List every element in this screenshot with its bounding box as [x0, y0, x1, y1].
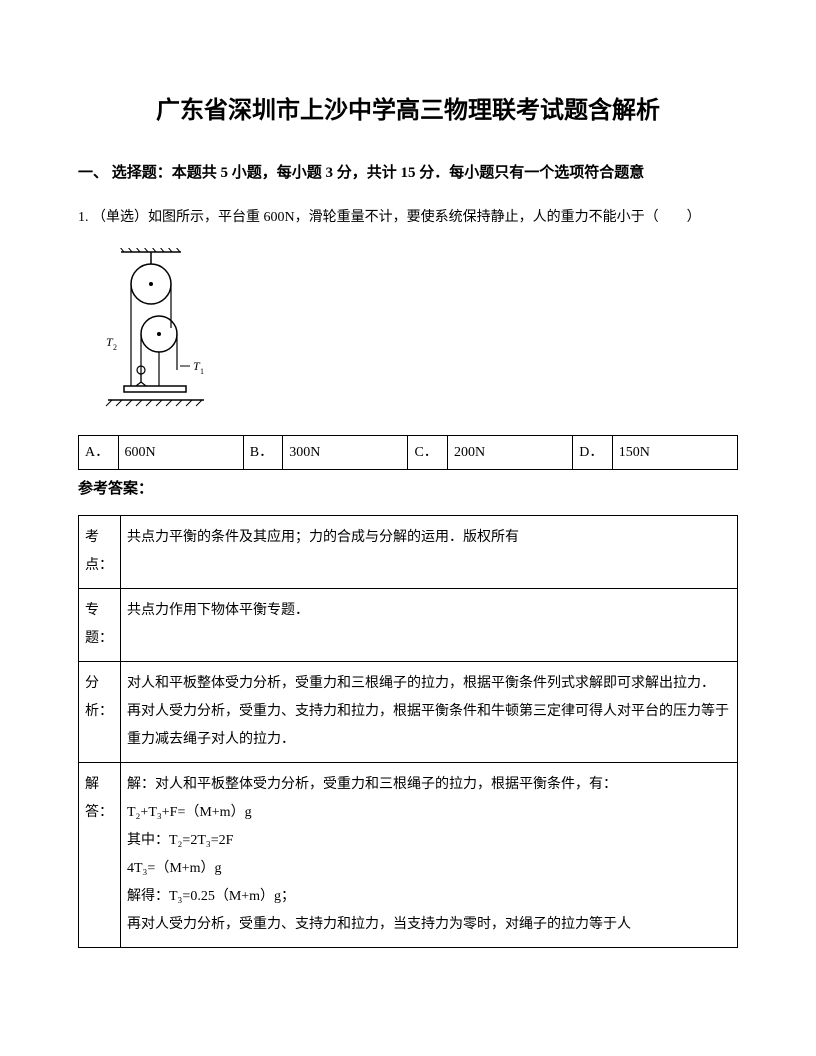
option-b-label: B． [243, 436, 283, 470]
option-c-value: 200N [448, 436, 573, 470]
pulley-diagram: T 1 T 2 [86, 248, 738, 417]
analysis-line: 再对人受力分析，受重力、支持力和拉力，根据平衡条件和牛顿第三定律可得人对平台的压… [127, 698, 731, 754]
option-b-value: 300N [283, 436, 408, 470]
analysis-label: 分析： [79, 662, 121, 763]
analysis-content: 共点力作用下物体平衡专题． [121, 589, 738, 662]
analysis-line: 再对人受力分析，受重力、支持力和拉力，当支持力为零时，对绳子的拉力等于人 [127, 911, 731, 939]
reference-answer-label: 参考答案： [78, 476, 738, 503]
table-row: 考点： 共点力平衡的条件及其应用；力的合成与分解的运用．版权所有 [79, 516, 738, 589]
analysis-line: 对人和平板整体受力分析，受重力和三根绳子的拉力，根据平衡条件列式求解即可求解出拉… [127, 670, 731, 698]
analysis-label: 解答： [79, 763, 121, 948]
page-title: 广东省深圳市上沙中学高三物理联考试题含解析 [78, 90, 738, 133]
option-d-value: 150N [612, 436, 737, 470]
analysis-content: 解：对人和平板整体受力分析，受重力和三根绳子的拉力，根据平衡条件，有： T₂+T… [121, 763, 738, 948]
table-row: 专题： 共点力作用下物体平衡专题． [79, 589, 738, 662]
analysis-line: T₂+T₃+F=（M+m）g [127, 799, 731, 827]
question-number: 1. [78, 210, 89, 225]
table-row: 分析： 对人和平板整体受力分析，受重力和三根绳子的拉力，根据平衡条件列式求解即可… [79, 662, 738, 763]
analysis-content: 对人和平板整体受力分析，受重力和三根绳子的拉力，根据平衡条件列式求解即可求解出拉… [121, 662, 738, 763]
analysis-table: 考点： 共点力平衡的条件及其应用；力的合成与分解的运用．版权所有 专题： 共点力… [78, 515, 738, 948]
analysis-content: 共点力平衡的条件及其应用；力的合成与分解的运用．版权所有 [121, 516, 738, 589]
analysis-line: 4T₃=（M+m）g [127, 855, 731, 883]
option-d-label: D． [573, 436, 613, 470]
analysis-label: 考点： [79, 516, 121, 589]
svg-text:2: 2 [113, 343, 117, 352]
analysis-line: 解得：T₃=0.25（M+m）g； [127, 883, 731, 911]
analysis-line: 其中：T₂=2T₃=2F [127, 827, 731, 855]
question-body: （单选）如图所示，平台重 600N，滑轮重量不计，要使系统保持静止，人的重力不能… [92, 210, 701, 225]
analysis-line: 解：对人和平板整体受力分析，受重力和三根绳子的拉力，根据平衡条件，有： [127, 771, 731, 799]
option-c-label: C． [408, 436, 448, 470]
section-header: 一、 选择题：本题共 5 小题，每小题 3 分，共计 15 分．每小题只有一个选… [78, 161, 738, 185]
analysis-label: 专题： [79, 589, 121, 662]
option-a-value: 600N [118, 436, 243, 470]
question-text: 1. （单选）如图所示，平台重 600N，滑轮重量不计，要使系统保持静止，人的重… [78, 203, 738, 234]
table-row: 解答： 解：对人和平板整体受力分析，受重力和三根绳子的拉力，根据平衡条件，有： … [79, 763, 738, 948]
table-row: A． 600N B． 300N C． 200N D． 150N [79, 436, 738, 470]
option-a-label: A． [79, 436, 119, 470]
options-table: A． 600N B． 300N C． 200N D． 150N [78, 435, 738, 470]
svg-text:1: 1 [200, 367, 204, 376]
